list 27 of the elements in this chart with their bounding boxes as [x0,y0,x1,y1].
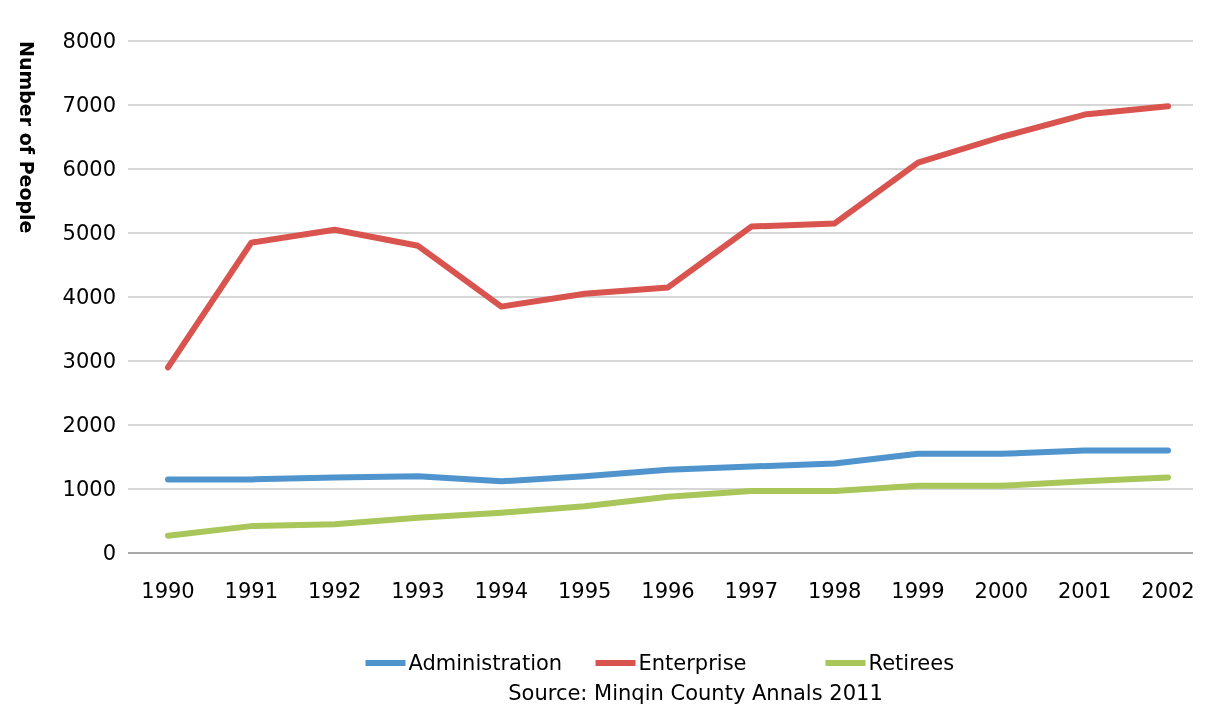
x-tick-label: 1998 [807,579,862,603]
y-tick-label: 1000 [62,477,116,502]
y-tick-label: 8000 [62,29,116,54]
legend-label: Enterprise [638,651,747,676]
y-tick-label: 0 [102,541,116,566]
x-tick-label: 1993 [391,579,445,603]
x-tick-label: 1990 [141,579,195,603]
y-tick-label: 2000 [62,413,116,438]
legend-label: Administration [408,651,563,676]
x-tick-label: 2002 [1141,579,1195,603]
x-tick-label: 1995 [557,579,612,603]
y-tick-label: 6000 [62,157,116,182]
x-tick-label: 1996 [641,579,695,603]
x-tick-label: 1997 [724,579,779,603]
y-tick-label: 5000 [62,221,116,246]
x-tick-label: 1991 [224,579,279,603]
y-tick-label: 3000 [62,349,116,374]
y-tick-label: 7000 [62,93,116,118]
x-tick-label: 1994 [474,579,529,603]
legend-label: Retirees [868,651,955,676]
x-tick-label: 2001 [1057,579,1112,603]
y-axis-title: Number of People [16,41,38,234]
y-tick-label: 4000 [62,285,116,310]
source-note: Source: Minqin County Annals 2011 [508,681,883,705]
x-tick-label: 2000 [974,579,1029,603]
x-tick-label: 1992 [307,579,362,603]
x-tick-label: 1999 [891,579,945,603]
